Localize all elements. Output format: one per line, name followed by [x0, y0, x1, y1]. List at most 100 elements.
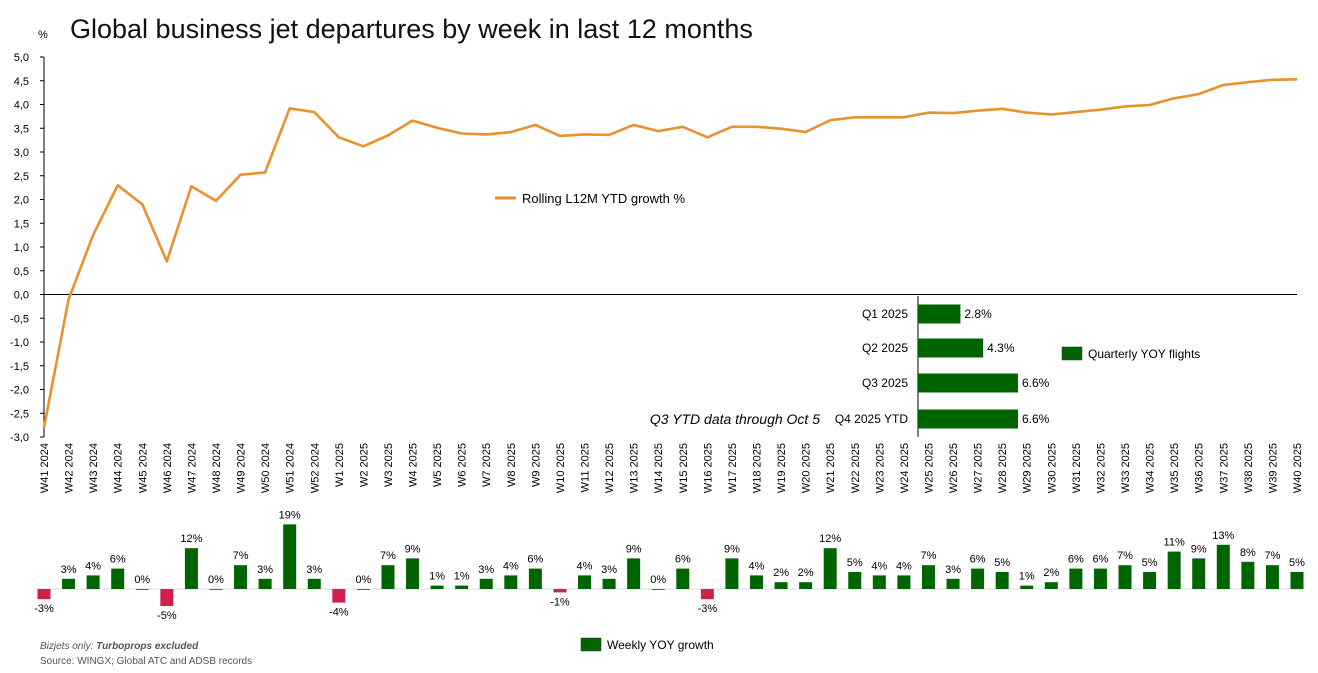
weekly-bar	[455, 585, 469, 589]
weekly-value-label: 12%	[180, 533, 202, 545]
x-tick-label: W5 2025	[432, 443, 444, 487]
quarterly-bar-chart: Q1 2025 2.8% Q2 2025 4.3% Q3 2025 6.6% Q4 2025…	[835, 296, 1050, 437]
weekly-bar	[946, 578, 960, 589]
weekly-value-label: 9%	[724, 543, 740, 555]
weekly-bar	[872, 575, 886, 589]
quarterly-bar	[918, 409, 1018, 429]
weekly-value-label: -4%	[329, 607, 349, 619]
quarterly-value-label: 6.6%	[1022, 376, 1050, 390]
weekly-legend-swatch	[580, 637, 602, 652]
x-tick-label: W14 2025	[653, 443, 665, 493]
quarterly-category-label: Q1 2025	[862, 307, 908, 321]
x-tick-label: W4 2025	[408, 443, 420, 487]
weekly-bar	[553, 589, 567, 593]
quarterly-legend: Quarterly YOY flights	[1061, 346, 1200, 361]
y-tick-label: 3,5	[14, 123, 29, 135]
weekly-value-label: 0%	[134, 574, 150, 586]
y-tick-label: -3,0	[10, 432, 29, 444]
x-tick-label: W44 2024	[113, 443, 125, 493]
weekly-value-label: 1%	[454, 571, 470, 583]
y-tick-label: 1,0	[14, 242, 29, 254]
x-tick-label: W1 2025	[334, 443, 346, 487]
footnote-emphasis: Turboprops excluded	[96, 641, 199, 652]
weekly-bar	[799, 582, 813, 589]
weekly-value-label: 1%	[1019, 571, 1035, 583]
x-tick-label: W12 2025	[604, 443, 616, 493]
weekly-value-label: 19%	[279, 509, 301, 521]
x-tick-label: W28 2025	[997, 443, 1009, 493]
x-tick-label: W18 2025	[751, 443, 763, 493]
weekly-bar	[356, 589, 370, 590]
x-tick-label: W20 2025	[801, 443, 813, 493]
weekly-bar	[578, 575, 592, 589]
weekly-value-label: 5%	[1289, 557, 1305, 569]
x-tick-label: W32 2025	[1095, 443, 1107, 493]
footnote: Bizjets only: Turboprops excluded	[40, 641, 198, 652]
weekly-value-label: 3%	[478, 564, 494, 576]
weekly-value-label: 3%	[257, 564, 273, 576]
weekly-value-label: 9%	[405, 543, 421, 555]
weekly-bar	[848, 572, 862, 589]
y-tick-label: 4,5	[14, 76, 29, 88]
quarterly-value-label: 2.8%	[964, 307, 992, 321]
weekly-value-label: 2%	[773, 567, 789, 579]
x-tick-label: W25 2025	[923, 443, 935, 493]
x-tick-label: W16 2025	[702, 443, 714, 493]
weekly-bar	[1241, 561, 1255, 589]
weekly-value-label: 6%	[1068, 554, 1084, 566]
weekly-value-label: 4%	[896, 560, 912, 572]
weekly-value-label: 3%	[61, 564, 77, 576]
x-tick-labels: W41 2024 W42 2024 W43 2024 W44 2024 W45 2024…	[39, 443, 1304, 493]
weekly-bar	[1265, 565, 1279, 589]
quarterly-legend-label: Quarterly YOY flights	[1088, 347, 1200, 361]
weekly-value-label: 9%	[626, 543, 642, 555]
weekly-value-label: 4%	[577, 560, 593, 572]
weekly-value-label: 5%	[994, 557, 1010, 569]
y-tick-label: 0,5	[14, 266, 29, 278]
weekly-bar	[602, 578, 616, 589]
quarterly-legend-swatch	[1061, 346, 1083, 361]
weekly-bar	[283, 524, 297, 589]
weekly-bar	[1044, 582, 1058, 589]
x-tick-label: W8 2025	[506, 443, 518, 487]
x-tick-label: W17 2025	[727, 443, 739, 493]
weekly-value-label: 1%	[429, 571, 445, 583]
weekly-value-label: -5%	[157, 610, 177, 622]
weekly-bar	[258, 578, 272, 589]
quarterly-category-label: Q4 2025 YTD	[835, 412, 908, 426]
weekly-value-label: 6%	[1092, 554, 1108, 566]
weekly-bar	[160, 589, 174, 606]
weekly-bar	[332, 589, 346, 603]
weekly-bar	[504, 575, 518, 589]
quarterly-value-label: 6.6%	[1022, 412, 1050, 426]
weekly-value-label: 0%	[208, 574, 224, 586]
weekly-bar	[528, 568, 542, 589]
x-tick-label: W35 2025	[1169, 443, 1181, 493]
weekly-bar	[406, 558, 420, 589]
x-tick-label: W22 2025	[850, 443, 862, 493]
weekly-bar	[479, 578, 493, 589]
weekly-value-label: 2%	[1043, 567, 1059, 579]
weekly-bar	[1020, 585, 1034, 589]
x-tick-label: W42 2024	[64, 443, 76, 493]
weekly-bar	[921, 565, 935, 589]
footnote-prefix: Bizjets only:	[40, 641, 97, 652]
quarterly-annotation: Q3 YTD data through Oct 5	[650, 411, 820, 427]
weekly-value-label: 2%	[798, 567, 814, 579]
weekly-bar	[700, 589, 714, 600]
x-tick-label: W3 2025	[383, 443, 395, 487]
weekly-value-label: -3%	[34, 603, 54, 615]
y-tick-label: -0,5	[10, 313, 29, 325]
weekly-value-label: 3%	[945, 564, 961, 576]
x-tick-label: W9 2025	[530, 443, 542, 487]
weekly-bar	[1143, 572, 1157, 589]
x-tick-label: W30 2025	[1046, 443, 1058, 493]
weekly-value-label: 0%	[355, 574, 371, 586]
y-tick-label: 4,0	[14, 100, 29, 112]
quarterly-value-label: 4.3%	[987, 341, 1015, 355]
x-tick-label: W27 2025	[973, 443, 985, 493]
weekly-value-label: 8%	[1240, 547, 1256, 559]
line-chart-axes	[40, 56, 1297, 438]
x-tick-label: W10 2025	[555, 443, 567, 493]
line-legend-label: Rolling L12M YTD growth %	[522, 191, 685, 206]
